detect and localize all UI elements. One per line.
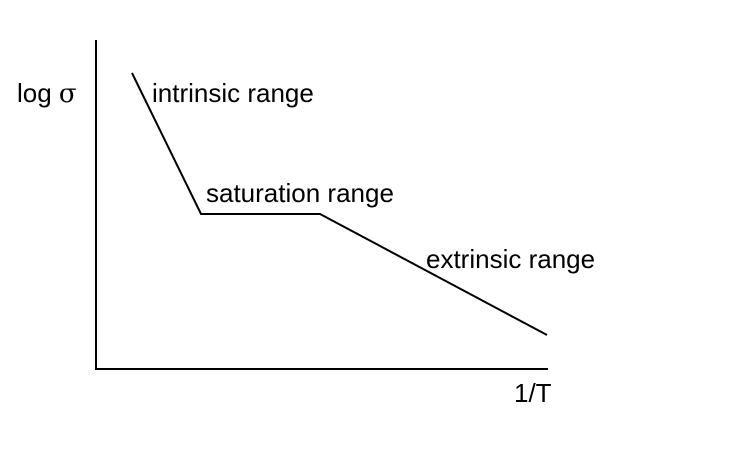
label-saturation-range: saturation range xyxy=(206,178,394,208)
y-axis-label: log σ xyxy=(17,80,77,107)
sigma-symbol: σ xyxy=(58,79,77,109)
y-axis-label-prefix: log xyxy=(17,78,59,108)
conductivity-curve xyxy=(131,72,548,336)
x-axis-label: 1/T xyxy=(514,378,552,408)
label-intrinsic-range: intrinsic range xyxy=(152,78,314,108)
label-extrinsic-range: extrinsic range xyxy=(426,244,596,274)
